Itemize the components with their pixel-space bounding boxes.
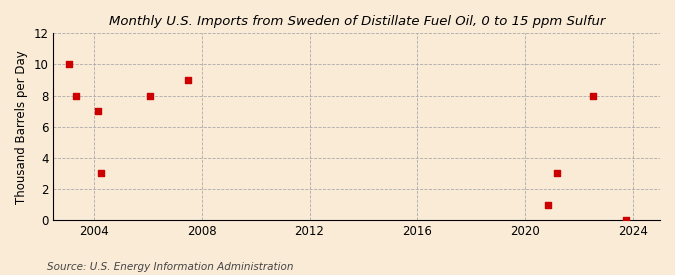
Text: Source: U.S. Energy Information Administration: Source: U.S. Energy Information Administ… [47,262,294,271]
Y-axis label: Thousand Barrels per Day: Thousand Barrels per Day [15,50,28,204]
Point [63,62,74,67]
Point [542,202,553,207]
Point [551,171,562,176]
Point [621,218,632,222]
Point [93,109,104,113]
Title: Monthly U.S. Imports from Sweden of Distillate Fuel Oil, 0 to 15 ppm Sulfur: Monthly U.S. Imports from Sweden of Dist… [109,15,605,28]
Point [144,94,155,98]
Point [587,94,598,98]
Point [95,171,106,176]
Point [183,78,194,82]
Point [70,94,81,98]
